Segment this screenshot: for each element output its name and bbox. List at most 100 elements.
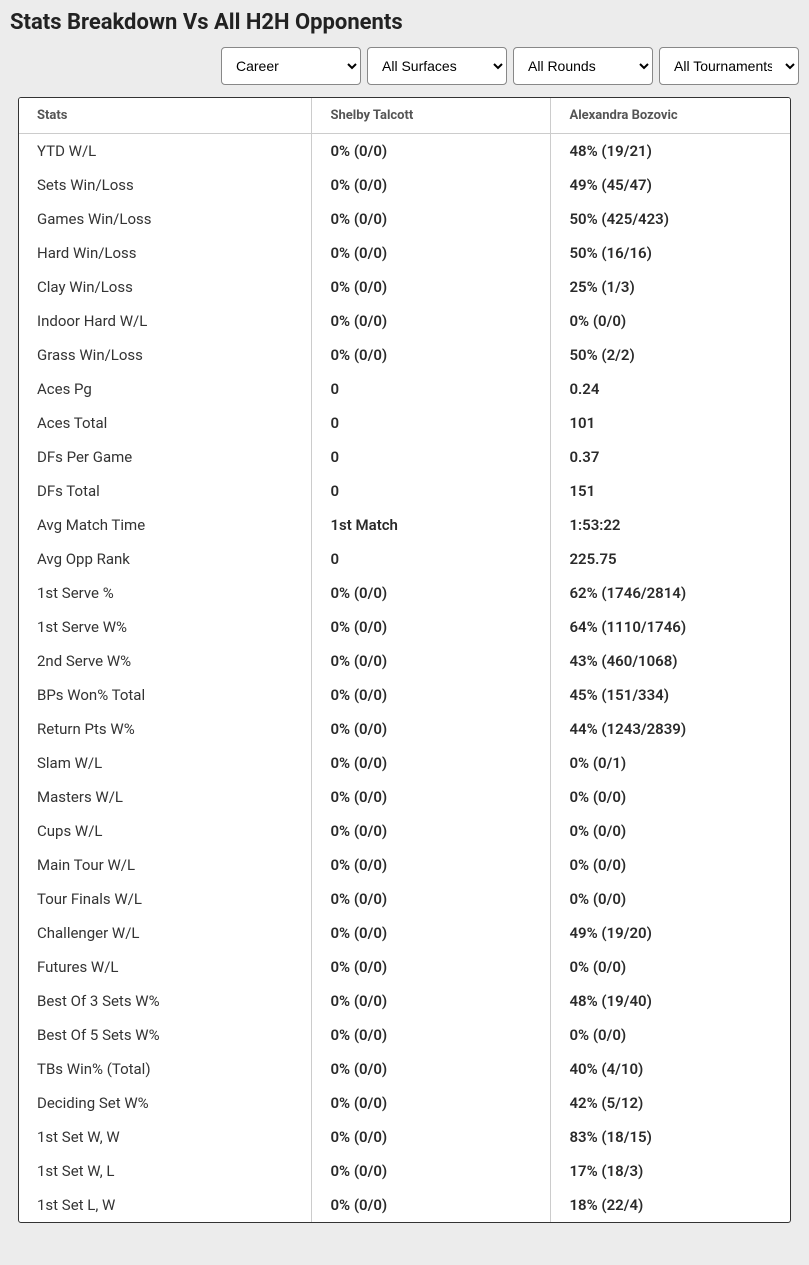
player2-value: 44% (1243/2839) [551,712,790,746]
player1-value: 0% (0/0) [312,610,551,644]
surfaces-select[interactable]: All Surfaces [367,47,507,85]
player2-value: 42% (5/12) [551,1086,790,1120]
stat-label: 1st Set L, W [19,1188,312,1222]
stat-label: YTD W/L [19,134,312,169]
table-row: YTD W/L0% (0/0)48% (19/21) [19,134,790,169]
stat-label: Best Of 5 Sets W% [19,1018,312,1052]
player1-value: 0% (0/0) [312,882,551,916]
stat-label: DFs Per Game [19,440,312,474]
player2-value: 0% (0/1) [551,746,790,780]
table-row: TBs Win% (Total)0% (0/0)40% (4/10) [19,1052,790,1086]
table-row: Deciding Set W%0% (0/0)42% (5/12) [19,1086,790,1120]
player2-value: 50% (2/2) [551,338,790,372]
player1-value: 1st Match [312,508,551,542]
stat-label: Sets Win/Loss [19,168,312,202]
player1-value: 0% (0/0) [312,168,551,202]
player1-value: 0% (0/0) [312,1018,551,1052]
table-row: Main Tour W/L0% (0/0)0% (0/0) [19,848,790,882]
table-row: DFs Per Game00.37 [19,440,790,474]
player2-value: 0% (0/0) [551,304,790,338]
player2-value: 40% (4/10) [551,1052,790,1086]
player2-value: 48% (19/40) [551,984,790,1018]
player1-value: 0% (0/0) [312,304,551,338]
player2-value: 18% (22/4) [551,1188,790,1222]
table-row: Futures W/L0% (0/0)0% (0/0) [19,950,790,984]
stat-label: TBs Win% (Total) [19,1052,312,1086]
stat-label: Clay Win/Loss [19,270,312,304]
tournaments-select[interactable]: All Tournaments [659,47,799,85]
player1-value: 0 [312,542,551,576]
player2-value: 0% (0/0) [551,780,790,814]
stats-table-wrapper: Stats Shelby Talcott Alexandra Bozovic Y… [18,97,791,1223]
page-title: Stats Breakdown Vs All H2H Opponents [10,10,799,35]
player2-value: 225.75 [551,542,790,576]
player1-value: 0% (0/0) [312,644,551,678]
player1-value: 0% (0/0) [312,950,551,984]
career-select[interactable]: Career [221,47,361,85]
player1-value: 0% (0/0) [312,1154,551,1188]
header-player2: Alexandra Bozovic [551,98,790,134]
table-row: Avg Match Time1st Match1:53:22 [19,508,790,542]
table-row: 1st Serve %0% (0/0)62% (1746/2814) [19,576,790,610]
table-row: Clay Win/Loss0% (0/0)25% (1/3) [19,270,790,304]
player1-value: 0 [312,474,551,508]
player1-value: 0% (0/0) [312,916,551,950]
player1-value: 0% (0/0) [312,236,551,270]
table-row: Slam W/L0% (0/0)0% (0/1) [19,746,790,780]
table-row: Best Of 5 Sets W%0% (0/0)0% (0/0) [19,1018,790,1052]
table-row: 1st Set W, W0% (0/0)83% (18/15) [19,1120,790,1154]
player1-value: 0% (0/0) [312,1188,551,1222]
table-row: 1st Set W, L0% (0/0)17% (18/3) [19,1154,790,1188]
stat-label: Games Win/Loss [19,202,312,236]
stat-label: Cups W/L [19,814,312,848]
player2-value: 48% (19/21) [551,134,790,169]
stat-label: 1st Serve % [19,576,312,610]
table-row: Masters W/L0% (0/0)0% (0/0) [19,780,790,814]
player1-value: 0% (0/0) [312,202,551,236]
stat-label: Avg Match Time [19,508,312,542]
table-row: Aces Total0101 [19,406,790,440]
table-row: Indoor Hard W/L0% (0/0)0% (0/0) [19,304,790,338]
player1-value: 0% (0/0) [312,984,551,1018]
table-row: Tour Finals W/L0% (0/0)0% (0/0) [19,882,790,916]
stat-label: DFs Total [19,474,312,508]
player2-value: 25% (1/3) [551,270,790,304]
table-row: Games Win/Loss0% (0/0)50% (425/423) [19,202,790,236]
stat-label: Tour Finals W/L [19,882,312,916]
player2-value: 64% (1110/1746) [551,610,790,644]
stat-label: BPs Won% Total [19,678,312,712]
player1-value: 0% (0/0) [312,1120,551,1154]
table-row: Cups W/L0% (0/0)0% (0/0) [19,814,790,848]
player1-value: 0% (0/0) [312,1086,551,1120]
player1-value: 0% (0/0) [312,338,551,372]
rounds-select[interactable]: All Rounds [513,47,653,85]
stat-label: 2nd Serve W% [19,644,312,678]
player2-value: 0% (0/0) [551,848,790,882]
header-player1: Shelby Talcott [312,98,551,134]
player1-value: 0 [312,406,551,440]
stat-label: Best Of 3 Sets W% [19,984,312,1018]
player2-value: 0% (0/0) [551,950,790,984]
stat-label: 1st Serve W% [19,610,312,644]
player1-value: 0 [312,440,551,474]
player1-value: 0% (0/0) [312,814,551,848]
player2-value: 43% (460/1068) [551,644,790,678]
stat-label: Challenger W/L [19,916,312,950]
player1-value: 0% (0/0) [312,1052,551,1086]
player1-value: 0% (0/0) [312,576,551,610]
player2-value: 45% (151/334) [551,678,790,712]
table-row: Aces Pg00.24 [19,372,790,406]
player2-value: 17% (18/3) [551,1154,790,1188]
player2-value: 0% (0/0) [551,814,790,848]
player2-value: 151 [551,474,790,508]
stat-label: Aces Total [19,406,312,440]
stat-label: 1st Set W, L [19,1154,312,1188]
player2-value: 0.37 [551,440,790,474]
table-row: Avg Opp Rank0225.75 [19,542,790,576]
table-row: 1st Serve W%0% (0/0)64% (1110/1746) [19,610,790,644]
player2-value: 0.24 [551,372,790,406]
player2-value: 62% (1746/2814) [551,576,790,610]
player2-value: 83% (18/15) [551,1120,790,1154]
stat-label: Main Tour W/L [19,848,312,882]
stat-label: Avg Opp Rank [19,542,312,576]
